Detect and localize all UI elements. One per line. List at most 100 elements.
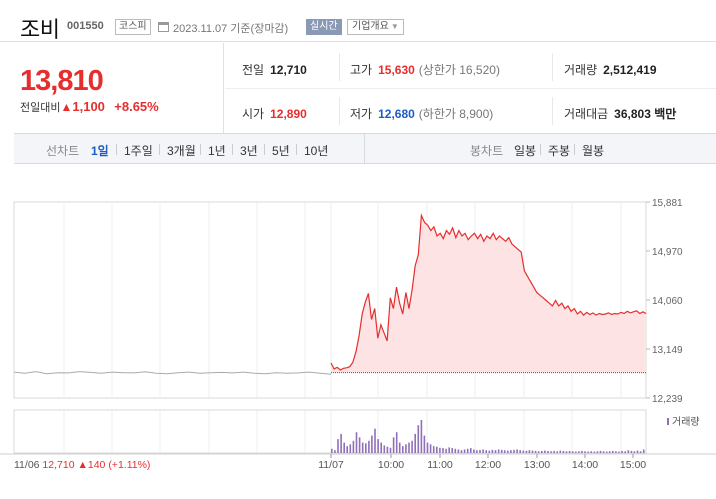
change-percent: +8.65% bbox=[114, 99, 159, 114]
volume-bar bbox=[596, 451, 599, 453]
tab-divider bbox=[200, 144, 201, 155]
volume-bar bbox=[541, 450, 543, 453]
volume-bar bbox=[436, 446, 438, 453]
upper-limit: (상한가 16,520) bbox=[418, 63, 500, 77]
line-chart-label: 선차트 bbox=[46, 144, 80, 158]
tab-daily[interactable]: 일봉 bbox=[514, 144, 537, 158]
volume-bar bbox=[408, 442, 410, 453]
y-tick-label: 13,149 bbox=[652, 345, 683, 356]
change-value: 1,100 bbox=[72, 99, 105, 114]
prev-day-series bbox=[13, 371, 332, 375]
base-date: 2023.11.07 기준(장마감) bbox=[173, 23, 289, 35]
volume-bar bbox=[510, 450, 512, 453]
realtime-button[interactable]: 실시간 bbox=[306, 19, 342, 35]
tab-1year[interactable]: 1년 bbox=[208, 144, 226, 158]
stat-value: 12,680 bbox=[378, 107, 415, 121]
prev-day-line bbox=[13, 371, 332, 375]
prev-day-caption: 11/06 12,710 ▲140 (+1.11%) bbox=[14, 459, 150, 471]
stat-low: 저가 12,680 (하한가 8,900) bbox=[350, 105, 493, 122]
volume-bar bbox=[494, 450, 497, 453]
volume-bar bbox=[398, 442, 401, 453]
stat-value: 2,512,419 bbox=[603, 63, 657, 77]
tab-5year[interactable]: 5년 bbox=[272, 144, 290, 158]
caption-price: 12,710 bbox=[42, 459, 77, 471]
volume-bar bbox=[361, 442, 364, 453]
x-axis-labels: 11/07 10:00 11:00 12:00 13:00 14:00 15:00 bbox=[318, 454, 646, 471]
calendar-icon bbox=[158, 22, 169, 32]
volume-bar bbox=[420, 420, 423, 453]
volume-bar bbox=[445, 448, 447, 453]
chart-tabs: 선차트 1일 1주일 3개월 1년 3년 5년 10년 봉차트 일봉 주봉 월봉 bbox=[14, 133, 716, 164]
tab-weekly[interactable]: 주봉 bbox=[548, 144, 571, 158]
change-line: 전일대비▲1,100 +8.65% bbox=[20, 99, 159, 115]
company-overview-label: 기업개요 bbox=[352, 21, 389, 32]
volume-bar bbox=[568, 450, 571, 453]
volume-bar bbox=[482, 449, 484, 453]
tab-10year[interactable]: 10년 bbox=[304, 144, 329, 158]
tab-3month[interactable]: 3개월 bbox=[167, 144, 196, 158]
tab-divider bbox=[116, 144, 117, 155]
volume-bar bbox=[352, 440, 355, 453]
quote-stats: 전일 12,710 고가 15,630 (상한가 16,520) 거래량 2,512,4… bbox=[225, 43, 716, 133]
y-tick-label: 15,881 bbox=[652, 198, 683, 209]
volume-bar bbox=[590, 451, 592, 453]
x-tick-label: 11:00 bbox=[427, 459, 453, 471]
today-line bbox=[330, 213, 647, 371]
tab-3year[interactable]: 3년 bbox=[240, 144, 258, 158]
volume-bar bbox=[636, 450, 639, 453]
volume-bar bbox=[544, 450, 546, 453]
stat-prev-close: 전일 12,710 bbox=[242, 61, 307, 78]
volume-bar bbox=[627, 450, 630, 453]
volume-bar bbox=[522, 450, 525, 453]
caption-date: 11/06 bbox=[14, 459, 42, 471]
company-overview-button[interactable]: 기업개요 ▼ bbox=[347, 19, 404, 35]
volume-bar bbox=[550, 451, 552, 453]
volume-bar bbox=[466, 448, 469, 453]
x-tick-label: 13:00 bbox=[524, 459, 550, 471]
today-area bbox=[331, 215, 646, 373]
market-badge[interactable]: 코스피 bbox=[115, 19, 151, 35]
x-tick-label: 15:00 bbox=[620, 459, 646, 471]
stock-code: 001550 bbox=[67, 20, 104, 32]
row-divider bbox=[225, 88, 716, 89]
volume-bar bbox=[426, 442, 429, 453]
quote-panel: 13,810 전일대비▲1,100 +8.65% 전일 12,710 고가 15,6… bbox=[0, 43, 716, 133]
volume-bar bbox=[547, 450, 549, 453]
volume-bar bbox=[389, 447, 392, 453]
stat-label: 시가 bbox=[242, 107, 265, 121]
volume-bar bbox=[633, 451, 636, 453]
volume-bar bbox=[519, 450, 521, 453]
volume-bar bbox=[578, 451, 580, 453]
tab-1day[interactable]: 1일 bbox=[91, 144, 109, 158]
y-tick-label: 12,239 bbox=[652, 394, 683, 405]
volume-bar bbox=[488, 450, 491, 453]
x-tick-label: 11/07 bbox=[318, 459, 344, 471]
stock-header: 조비 001550 코스피 2023.11.07 기준(장마감) 실시간 기업개… bbox=[0, 0, 716, 42]
stat-label: 고가 bbox=[350, 63, 373, 77]
volume-bar bbox=[454, 448, 457, 453]
stat-value: 12,710 bbox=[270, 63, 307, 77]
up-arrow-icon: ▲ bbox=[60, 100, 73, 114]
volume-frame bbox=[13, 409, 647, 454]
tab-monthly[interactable]: 월봉 bbox=[582, 144, 605, 158]
candle-chart-label: 봉차트 bbox=[470, 144, 504, 158]
stat-amount: 거래대금 36,803 백만 bbox=[564, 105, 676, 122]
volume-bar bbox=[562, 450, 565, 453]
stat-label: 거래대금 bbox=[564, 107, 609, 121]
stat-open: 시가 12,890 bbox=[242, 105, 307, 122]
volume-bar bbox=[639, 451, 642, 453]
stat-label: 전일 bbox=[242, 63, 265, 77]
volume-legend: 거래량 bbox=[672, 416, 700, 428]
lower-limit: (하한가 8,900) bbox=[418, 107, 494, 121]
tab-divider bbox=[264, 144, 265, 155]
price-chart: 15,881 14,970 14,060 13,149 12,239 거래량 11/07… bbox=[0, 164, 716, 499]
volume-bar bbox=[405, 444, 407, 453]
volume-bar bbox=[331, 448, 333, 453]
chevron-down-icon: ▼ bbox=[390, 22, 399, 31]
volume-bar bbox=[473, 449, 475, 453]
volume-bar bbox=[395, 432, 398, 453]
volume-bar bbox=[593, 451, 596, 453]
tab-1week[interactable]: 1주일 bbox=[124, 144, 153, 158]
volume-bar bbox=[377, 439, 379, 453]
volume-bar bbox=[584, 451, 586, 453]
